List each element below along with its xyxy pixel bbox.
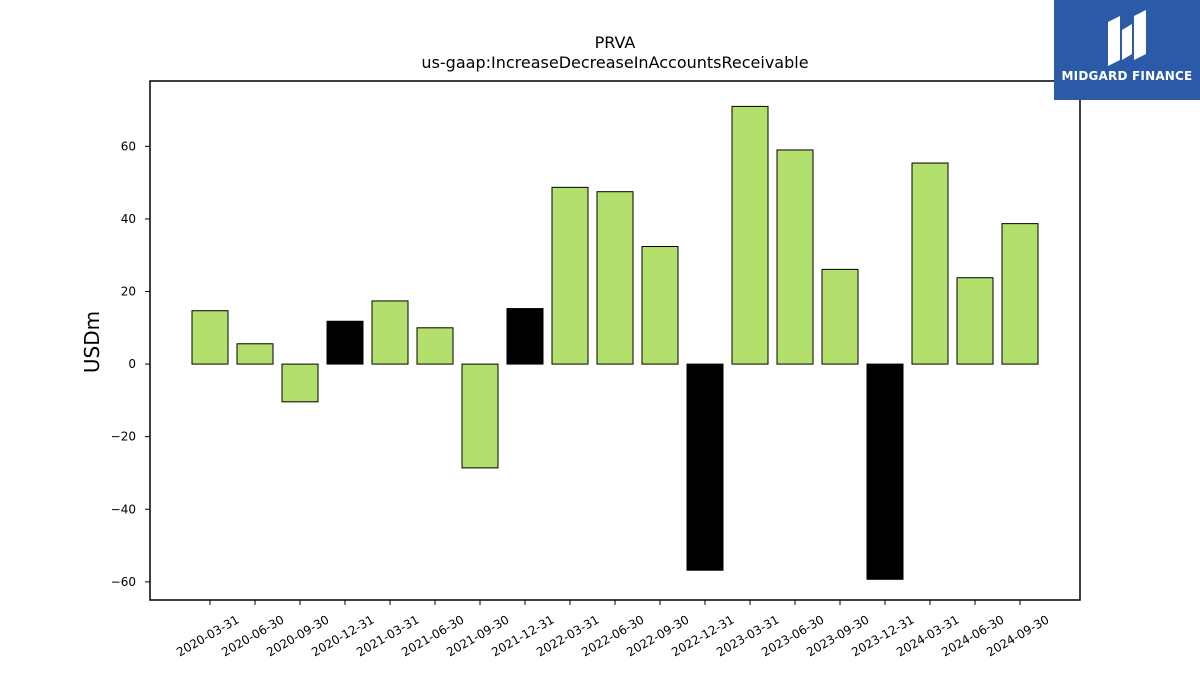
y-axis-ticks: −60 −40 −20 0 20 40 60 [111,139,150,589]
x-axis-ticks: 2020-03-312020-06-302020-09-302020-12-31… [174,600,1052,659]
y-tick-label: −40 [111,502,136,516]
bar-2022-12-31 [686,363,724,571]
bar-2020-09-30 [281,363,319,403]
y-tick-label: 60 [121,139,136,153]
y-tick-label: 0 [128,357,136,371]
y-tick-label: 20 [121,285,136,299]
bar-2021-09-30 [461,363,499,469]
bar-2021-03-31 [371,300,409,365]
bars-group [191,105,1039,580]
y-tick-label: −20 [111,430,136,444]
y-axis-label: USDm [80,311,104,373]
bar-2021-12-31 [506,308,544,365]
bar-2023-09-30 [821,268,859,365]
bar-2024-09-30 [1001,223,1039,365]
logo-text: MIDGARD FINANCE [1061,69,1193,83]
bar-2022-03-31 [551,186,589,365]
bar-2023-12-31 [866,363,904,580]
chart-subtitle: us-gaap:IncreaseDecreaseInAccountsReceiv… [421,53,808,72]
bar-2024-06-30 [956,277,994,365]
bar-2023-06-30 [776,149,814,365]
bar-2023-03-31 [731,105,769,365]
bar-2022-06-30 [596,191,634,365]
bar-2020-06-30 [236,343,274,365]
midgard-finance-logo: MIDGARD FINANCE [1054,0,1200,100]
chart-title: PRVA [595,33,636,52]
logo-mark-icon [1108,10,1146,66]
plot-frame [149,80,1081,601]
y-tick-label: 40 [121,212,136,226]
bar-2024-03-31 [911,162,949,365]
bar-2022-09-30 [641,245,679,365]
bar-2021-06-30 [416,327,454,365]
bar-2020-03-31 [191,310,229,365]
y-tick-label: −60 [111,575,136,589]
bar-2020-12-31 [326,320,364,365]
